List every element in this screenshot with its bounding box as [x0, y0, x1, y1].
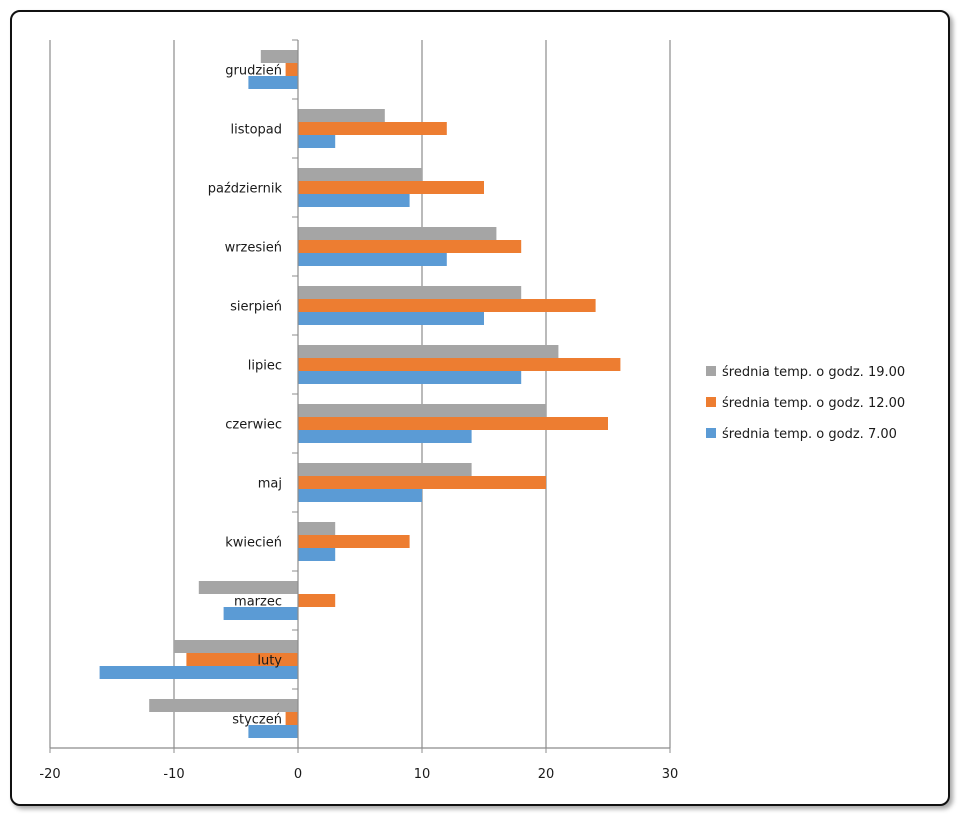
bar: [298, 312, 484, 325]
legend-label: średnia temp. o godz. 7.00: [722, 427, 897, 442]
bar: [298, 286, 522, 299]
legend-label: średnia temp. o godz. 19.00: [722, 365, 905, 380]
bar: [298, 522, 336, 535]
category-label: maj: [258, 477, 282, 492]
bar: [298, 194, 410, 207]
bar: [298, 240, 522, 253]
labels: -20 -10 0 10 20 30 styczeń luty marzec kwiecień ma…: [39, 64, 678, 783]
legend: średnia temp. o godz. 19.00 średnia temp.…: [706, 365, 905, 442]
legend-swatch: [706, 366, 716, 376]
bar: [298, 594, 336, 607]
bar: [298, 253, 447, 266]
bar: [186, 653, 298, 666]
category-label: październik: [208, 182, 283, 197]
bar: [298, 404, 546, 417]
bar: [298, 299, 596, 312]
gridlines: [49, 40, 671, 748]
x-tick-label: 10: [414, 767, 431, 782]
bar: [223, 607, 298, 620]
legend-swatch: [706, 397, 716, 407]
bar: [298, 476, 546, 489]
bar: [298, 168, 422, 181]
bar: [298, 463, 472, 476]
bar: [298, 417, 608, 430]
legend-label: średnia temp. o godz. 12.00: [722, 396, 905, 411]
category-label: wrzesień: [225, 241, 282, 256]
category-label: styczeń: [232, 713, 282, 728]
bar: [298, 430, 472, 443]
x-tick-label: 30: [662, 767, 679, 782]
category-label: czerwiec: [225, 418, 282, 433]
bar: [298, 345, 559, 358]
x-tick-label: 20: [538, 767, 555, 782]
bar: [298, 489, 422, 502]
bar: [99, 666, 298, 679]
category-label: grudzień: [225, 64, 282, 79]
bars: [99, 50, 621, 738]
bar: [174, 640, 298, 653]
category-label: listopad: [230, 123, 282, 138]
category-label: luty: [257, 654, 282, 669]
bar: [248, 76, 298, 89]
bar: [298, 227, 497, 240]
bar: [248, 725, 298, 738]
bar: [285, 63, 298, 76]
bar: [298, 535, 410, 548]
bar: [149, 699, 298, 712]
bar: [198, 581, 298, 594]
bar: [298, 135, 336, 148]
bar: [298, 181, 484, 194]
legend-swatch: [706, 428, 716, 438]
bar: [298, 358, 621, 371]
x-tick-label: -20: [39, 767, 60, 782]
bar: [298, 109, 385, 122]
x-tick-label: -10: [163, 767, 184, 782]
bar: [298, 548, 336, 561]
category-label: lipiec: [248, 359, 282, 374]
category-label: kwiecień: [225, 536, 282, 551]
category-label: sierpień: [230, 300, 282, 315]
bar: [260, 50, 298, 63]
bar: [298, 122, 447, 135]
x-tick-label: 0: [294, 767, 302, 782]
bar: [298, 371, 522, 384]
axes: [49, 39, 671, 753]
bar: [285, 712, 298, 725]
category-label: marzec: [234, 595, 282, 610]
